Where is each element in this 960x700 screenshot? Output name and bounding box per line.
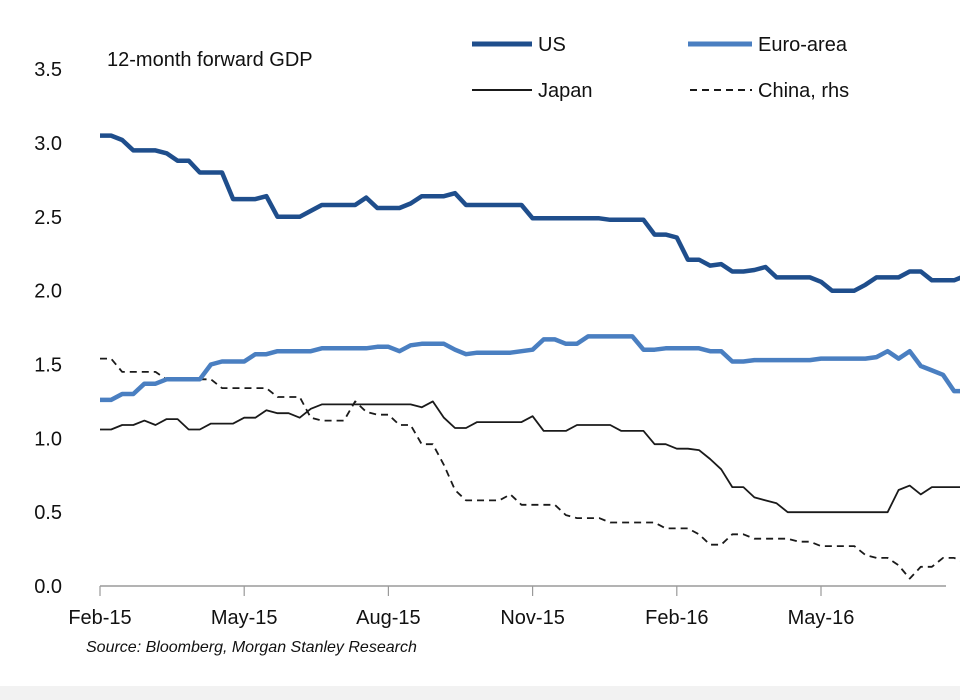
x-tick-label: May-15 bbox=[211, 607, 278, 629]
chart-title: 12-month forward GDP bbox=[107, 49, 313, 71]
legend-label-euro-area: Euro-area bbox=[758, 34, 848, 56]
y-tick-label: 1.5 bbox=[34, 355, 62, 377]
y-tick-label: 0.0 bbox=[34, 576, 62, 598]
legend-label-japan: Japan bbox=[538, 80, 593, 102]
y-tick-label: 3.0 bbox=[34, 133, 62, 155]
legend-label-china: China, rhs bbox=[758, 80, 849, 102]
y-tick-label: 1.0 bbox=[34, 428, 62, 450]
x-tick-label: Aug-15 bbox=[356, 607, 421, 629]
y-tick-label: 2.5 bbox=[34, 207, 62, 229]
y-tick-label: 3.5 bbox=[34, 59, 62, 81]
source-note: Source: Bloomberg, Morgan Stanley Resear… bbox=[86, 639, 417, 656]
footer-bar bbox=[0, 686, 960, 700]
series-line-japan bbox=[100, 400, 960, 514]
series-line-us bbox=[100, 133, 960, 293]
x-tick-label: May-16 bbox=[788, 607, 855, 629]
x-axis: Feb-15 May-15 Aug-15 Nov-15 Feb-16 May-16 bbox=[68, 585, 946, 629]
y-axis: 0.0 0.5 1.0 1.5 2.0 2.5 3.0 3.5 bbox=[34, 59, 62, 598]
series-line-euro-area bbox=[100, 334, 960, 403]
series-line-china-rhs bbox=[100, 357, 960, 580]
y-tick-label: 2.0 bbox=[34, 281, 62, 303]
y-tick-label: 0.5 bbox=[34, 502, 62, 524]
x-tick-label: Feb-15 bbox=[68, 607, 131, 629]
series-group bbox=[100, 133, 960, 580]
x-tick-label: Nov-15 bbox=[500, 607, 564, 629]
x-tick-label: Feb-16 bbox=[645, 607, 708, 629]
legend: US Euro-area Japan China, rhs bbox=[472, 34, 849, 102]
legend-label-us: US bbox=[538, 34, 566, 56]
